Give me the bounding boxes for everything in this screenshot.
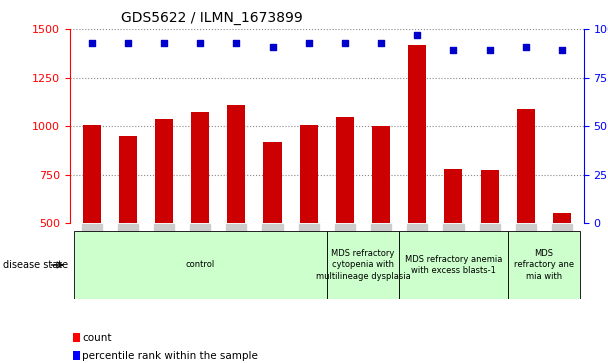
- Text: MDS
refractory ane
mia with: MDS refractory ane mia with: [514, 249, 574, 281]
- Point: [268, 44, 277, 49]
- Bar: [263, 142, 282, 223]
- Point: [232, 40, 241, 45]
- Bar: [83, 125, 101, 223]
- Bar: [336, 117, 354, 223]
- Bar: [372, 126, 390, 223]
- Bar: [74, 231, 327, 299]
- Text: MDS refractory
cytopenia with
multilineage dysplasia: MDS refractory cytopenia with multilinea…: [316, 249, 410, 281]
- Bar: [444, 169, 463, 223]
- Bar: [517, 109, 535, 223]
- Bar: [300, 125, 318, 223]
- Point: [195, 40, 205, 45]
- Point: [557, 48, 567, 53]
- Bar: [408, 45, 426, 223]
- Text: disease state: disease state: [3, 260, 68, 270]
- Text: percentile rank within the sample: percentile rank within the sample: [82, 351, 258, 361]
- Point: [123, 40, 133, 45]
- Bar: [227, 105, 246, 223]
- Bar: [191, 111, 209, 223]
- Text: count: count: [82, 333, 112, 343]
- Bar: [119, 136, 137, 223]
- Bar: [508, 231, 580, 299]
- Bar: [327, 231, 399, 299]
- Point: [159, 40, 169, 45]
- Text: GDS5622 / ILMN_1673899: GDS5622 / ILMN_1673899: [121, 11, 303, 25]
- Bar: [155, 119, 173, 223]
- Point: [87, 40, 97, 45]
- Point: [340, 40, 350, 45]
- Bar: [399, 231, 508, 299]
- Text: control: control: [185, 261, 215, 269]
- Bar: [480, 170, 499, 223]
- Text: MDS refractory anemia
with excess blasts-1: MDS refractory anemia with excess blasts…: [405, 255, 502, 275]
- Point: [521, 44, 531, 49]
- Point: [485, 48, 494, 53]
- Point: [376, 40, 386, 45]
- Bar: [553, 213, 571, 223]
- Point: [304, 40, 314, 45]
- Point: [449, 48, 458, 53]
- Point: [412, 32, 422, 38]
